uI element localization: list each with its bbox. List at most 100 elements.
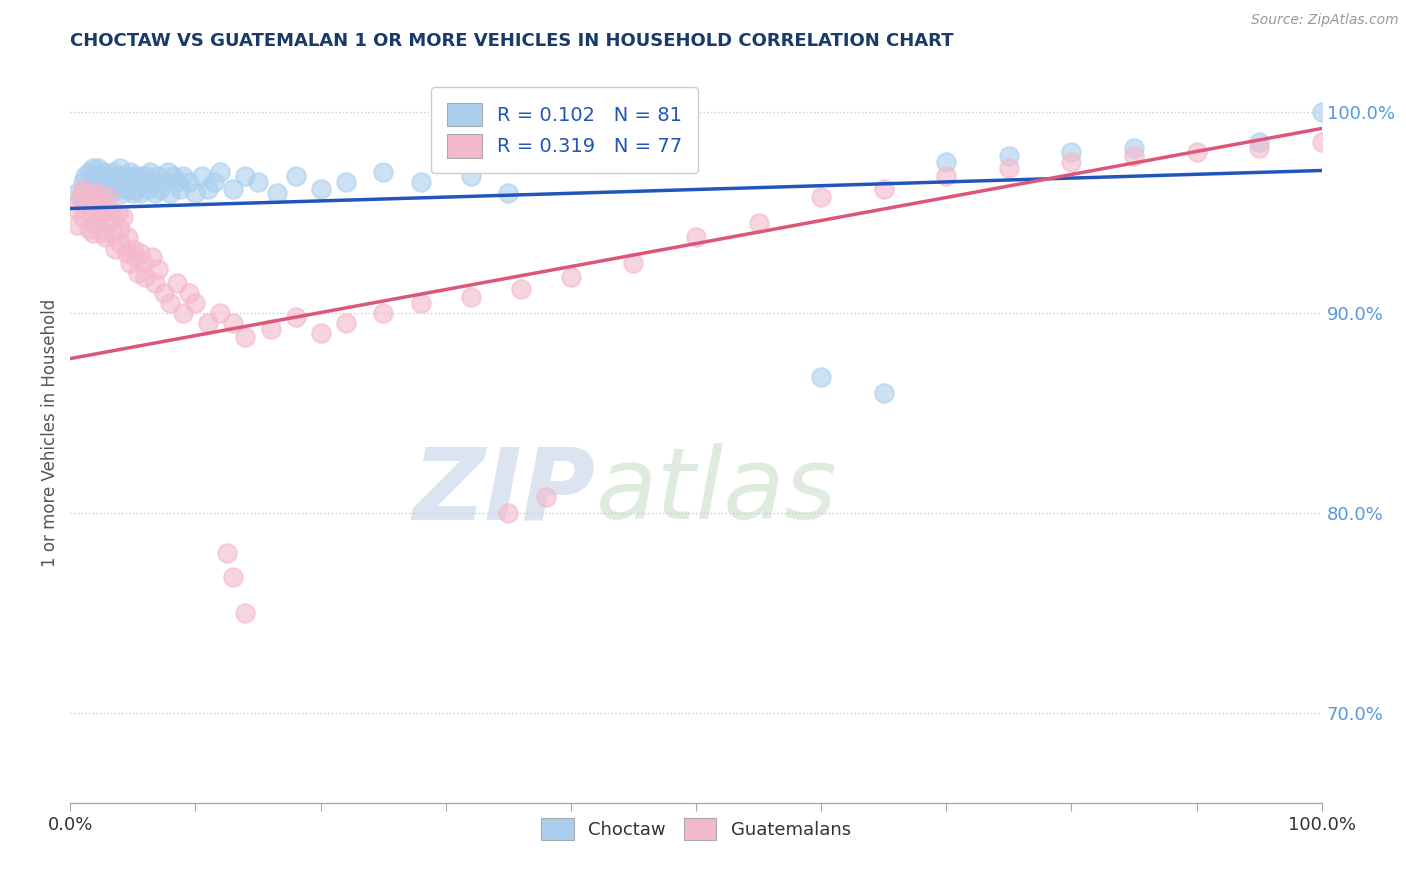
Point <box>371 165 394 179</box>
Point <box>101 226 124 240</box>
Point <box>159 295 181 310</box>
Point <box>121 169 145 184</box>
Point <box>184 295 207 310</box>
Point <box>460 169 482 184</box>
Point <box>120 165 142 179</box>
Point <box>129 186 152 200</box>
Point <box>172 169 194 184</box>
Point <box>284 310 307 324</box>
Point <box>141 176 163 190</box>
Point <box>69 189 91 203</box>
Point <box>266 186 288 200</box>
Point <box>159 186 181 200</box>
Point <box>82 205 104 219</box>
Point <box>146 261 169 276</box>
Point <box>107 205 129 219</box>
Point <box>872 181 894 195</box>
Point <box>72 210 94 224</box>
Point <box>1122 149 1144 163</box>
Point <box>284 169 307 184</box>
Point <box>810 189 832 203</box>
Point <box>94 229 117 244</box>
Point <box>235 169 257 184</box>
Point <box>72 181 94 195</box>
Point <box>1249 136 1271 150</box>
Point <box>235 606 257 620</box>
Point <box>169 181 191 195</box>
Point <box>82 226 104 240</box>
Point <box>121 242 145 256</box>
Point <box>139 165 162 179</box>
Point <box>77 221 100 235</box>
Point <box>117 176 139 190</box>
Point <box>209 165 232 179</box>
Point <box>621 255 644 269</box>
Point <box>509 281 531 295</box>
Point <box>91 205 114 219</box>
Point <box>69 189 91 203</box>
Point <box>77 165 100 179</box>
Point <box>215 546 238 560</box>
Point <box>82 161 104 176</box>
Point <box>134 169 156 184</box>
Point <box>84 215 107 229</box>
Point <box>872 385 894 400</box>
Point <box>94 181 117 195</box>
Point <box>65 218 87 232</box>
Point <box>111 186 134 200</box>
Point <box>117 229 139 244</box>
Y-axis label: 1 or more Vehicles in Household: 1 or more Vehicles in Household <box>41 299 59 566</box>
Point <box>997 149 1019 163</box>
Point <box>685 229 707 244</box>
Point <box>748 215 770 229</box>
Point <box>65 186 87 200</box>
Point <box>87 181 110 195</box>
Point <box>460 289 482 303</box>
Point <box>162 169 184 184</box>
Point <box>79 195 101 210</box>
Point <box>190 169 212 184</box>
Point <box>145 276 167 290</box>
Point <box>90 195 112 210</box>
Point <box>560 269 582 284</box>
Point <box>1060 155 1083 169</box>
Point <box>97 176 120 190</box>
Point <box>409 295 432 310</box>
Point <box>498 186 520 200</box>
Point <box>98 202 121 216</box>
Point <box>409 176 432 190</box>
Point <box>166 276 188 290</box>
Point <box>149 181 172 195</box>
Point <box>184 186 207 200</box>
Point <box>132 255 155 269</box>
Text: atlas: atlas <box>596 443 838 541</box>
Point <box>65 202 87 216</box>
Point <box>98 169 121 184</box>
Legend: Choctaw, Guatemalans: Choctaw, Guatemalans <box>531 809 860 849</box>
Point <box>132 176 155 190</box>
Point <box>141 250 163 264</box>
Point <box>84 189 107 203</box>
Point <box>309 326 332 340</box>
Point <box>1060 145 1083 160</box>
Point <box>112 169 135 184</box>
Point <box>87 210 110 224</box>
Point <box>166 176 188 190</box>
Point <box>89 189 111 203</box>
Point <box>145 186 167 200</box>
Point <box>179 285 201 300</box>
Point <box>153 176 176 190</box>
Point <box>534 490 557 504</box>
Point <box>90 176 112 190</box>
Point <box>72 176 94 190</box>
Point <box>136 181 159 195</box>
Point <box>172 305 194 319</box>
Point <box>259 321 281 335</box>
Point <box>110 161 132 176</box>
Point <box>1310 136 1333 150</box>
Text: Source: ZipAtlas.com: Source: ZipAtlas.com <box>1251 13 1399 28</box>
Point <box>115 181 138 195</box>
Point <box>91 165 114 179</box>
Point <box>124 250 146 264</box>
Point <box>103 176 125 190</box>
